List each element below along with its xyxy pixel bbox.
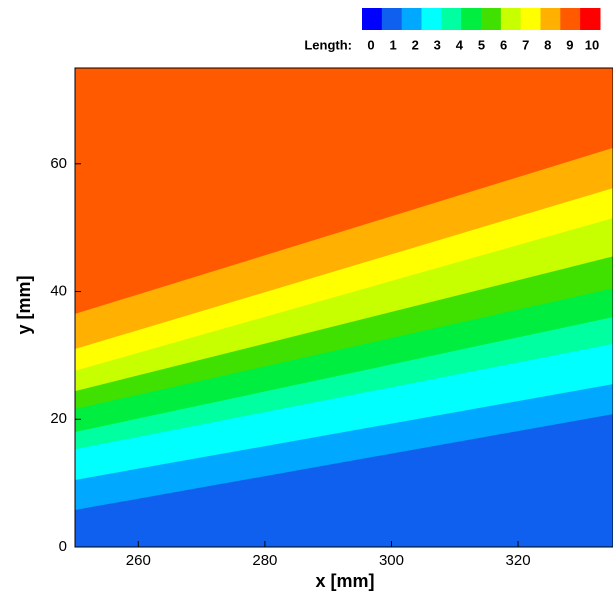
legend-swatch	[520, 8, 541, 30]
legend-label: 2	[412, 37, 419, 52]
legend-label: 9	[566, 37, 573, 52]
contour-band	[75, 414, 613, 547]
y-tick-label: 0	[59, 538, 67, 555]
legend-label: 8	[544, 37, 551, 52]
legend-swatch	[381, 8, 403, 30]
legend-swatch	[421, 8, 442, 30]
legend-title: Length:	[304, 37, 352, 52]
legend-label: 1	[389, 37, 396, 52]
legend-swatch	[580, 8, 601, 30]
legend-swatch	[560, 8, 581, 30]
legend-label: 5	[478, 37, 485, 52]
x-tick-label: 300	[379, 552, 404, 569]
x-tick-label: 280	[252, 552, 277, 569]
legend-swatch	[401, 8, 422, 30]
legend-swatch	[441, 8, 462, 30]
y-tick-label: 60	[50, 155, 67, 172]
legend-swatch	[540, 8, 561, 30]
legend-label: 3	[434, 37, 441, 52]
x-tick-label: 320	[506, 552, 531, 569]
legend-label: 0	[367, 37, 374, 52]
plot-frame	[74, 67, 613, 548]
legend-swatch	[481, 8, 502, 30]
legend-label: 7	[522, 37, 529, 52]
legend-swatch	[362, 8, 383, 30]
legend-label: 6	[500, 37, 507, 52]
legend-swatch	[500, 8, 522, 30]
y-tick-label: 40	[50, 283, 67, 300]
legend-swatch	[461, 8, 482, 30]
legend-label: 10	[585, 37, 599, 52]
legend-label: 4	[456, 37, 464, 52]
x-axis-title: x [mm]	[315, 571, 374, 591]
y-tick-label: 20	[50, 410, 67, 427]
x-tick-label: 260	[126, 552, 151, 569]
y-axis-title: y [mm]	[14, 275, 34, 334]
